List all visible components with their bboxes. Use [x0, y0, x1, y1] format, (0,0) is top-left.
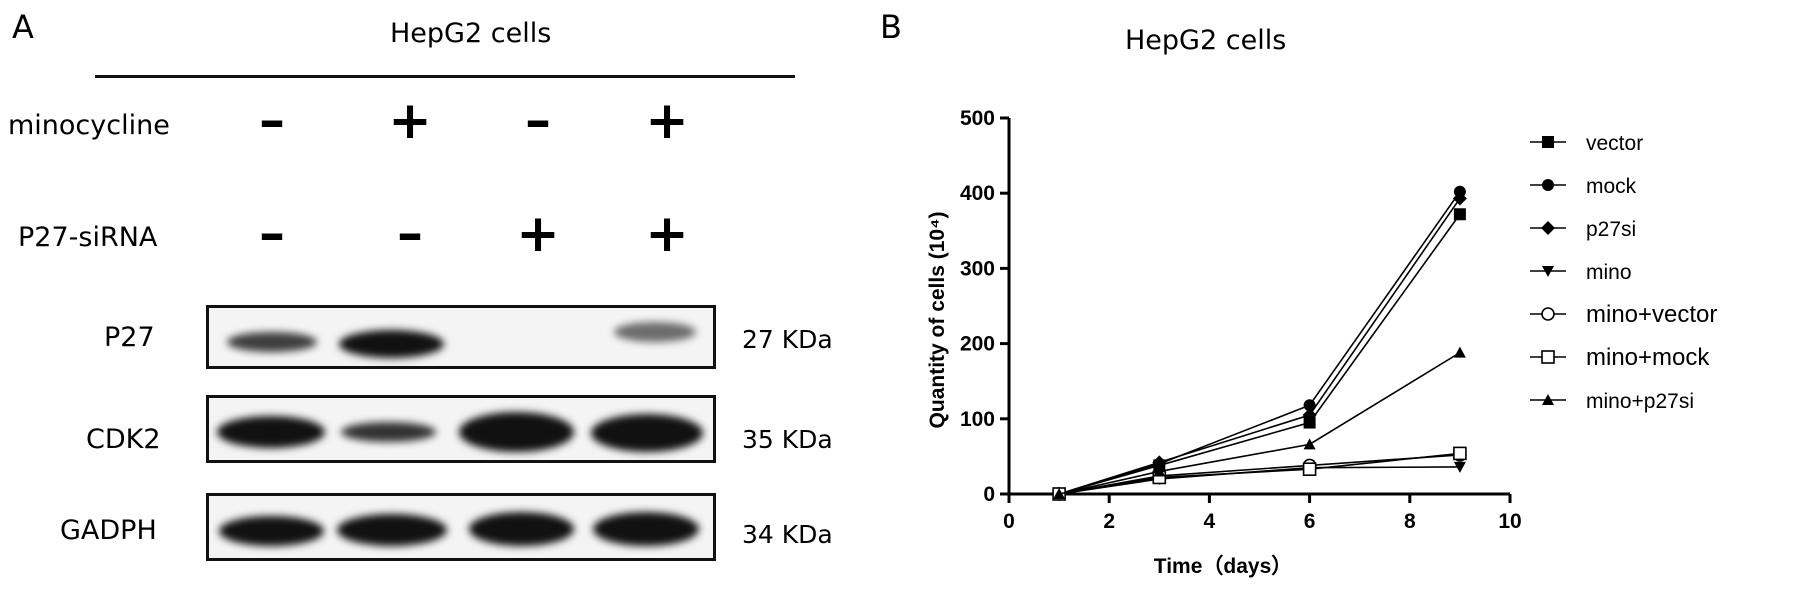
sign-minocycline-lane1: –: [259, 91, 285, 151]
western-blot-p27: [206, 305, 716, 369]
panel-b-letter: B: [880, 8, 902, 46]
sign-minocycline-lane2: +: [388, 91, 432, 151]
x-tick-label: 10: [1498, 510, 1521, 533]
x-tick-label: 2: [1103, 510, 1115, 533]
blot-label-gadph: GADPH: [60, 515, 157, 546]
y-tick-label: 300: [960, 257, 995, 280]
x-tick-label: 4: [1204, 510, 1216, 533]
x-axis-label: Time（days）: [1154, 554, 1293, 578]
series-line: [1058, 198, 1461, 495]
title-underline: [95, 75, 795, 78]
y-axis-label: Quantity of cells (10⁴): [926, 212, 949, 429]
sign-sirna-lane2: –: [397, 204, 423, 264]
band-p27-lane4: [614, 322, 696, 342]
data-point: [1153, 465, 1166, 477]
western-blot-cdk2: [206, 395, 716, 463]
legend-marker: [1542, 179, 1554, 191]
sign-sirna-lane1: –: [259, 204, 285, 264]
y-tick-label: 100: [960, 408, 995, 431]
band-p27-lane1: [227, 332, 317, 352]
legend-label: mino+p27si: [1586, 390, 1694, 413]
data-point: [1053, 488, 1066, 499]
legend-label: mino: [1586, 261, 1632, 284]
legend-marker: [1542, 136, 1554, 148]
data-point: [1303, 416, 1316, 429]
legend-marker: [1541, 350, 1555, 364]
panel-b-title: HepG2 cells: [1125, 25, 1287, 56]
chart-axes: 0 100 200 300 400 500 0 2 4 6 8 10: [960, 107, 1522, 533]
band-p27-lane2: [339, 330, 444, 358]
data-point: [1302, 462, 1317, 476]
sign-minocycline-lane3: –: [525, 91, 551, 151]
row-label-minocycline: minocycline: [8, 110, 170, 141]
sign-sirna-lane4: +: [645, 204, 689, 264]
legend-label: mock: [1586, 175, 1637, 198]
x-tick-label: 0: [1003, 510, 1015, 533]
sign-minocycline-lane4: +: [645, 91, 689, 151]
series-vector: [1053, 208, 1466, 500]
band-cdk2-lane2: [341, 422, 436, 442]
y-tick-label: 500: [960, 107, 995, 130]
panel-a-letter: A: [12, 8, 34, 46]
y-tick-label: 0: [983, 483, 995, 506]
series-mino-plus-mock: [1052, 446, 1467, 501]
band-cdk2-lane4: [591, 414, 703, 452]
data-point: [1452, 191, 1467, 206]
data-point: [1152, 455, 1167, 470]
x-tick-label: 8: [1404, 510, 1416, 533]
band-cdk2-lane3: [459, 412, 574, 452]
legend-label: p27si: [1586, 218, 1636, 241]
western-blot-gadph: [206, 493, 716, 561]
kda-label-cdk2: 35 KDa: [742, 425, 833, 454]
data-point: [1303, 438, 1316, 450]
legend-marker: [1541, 307, 1555, 321]
data-point: [1303, 399, 1316, 412]
data-point: [1453, 208, 1466, 221]
series-line: [1058, 452, 1460, 495]
data-point: [1453, 346, 1466, 358]
legend-label: vector: [1586, 132, 1643, 155]
legend-marker: [1542, 266, 1554, 277]
series-line: [1058, 213, 1461, 495]
series-line: [1058, 351, 1461, 495]
data-point: [1453, 461, 1466, 473]
series-mino-plus-p27si: [1053, 346, 1466, 499]
x-tick-label: 6: [1304, 510, 1316, 533]
kda-label-gadph: 34 KDa: [742, 520, 833, 549]
data-point: [1302, 408, 1317, 423]
series-mino-plus-vector: [1052, 448, 1467, 501]
legend-marker: [1542, 394, 1554, 405]
band-gadph-lane4: [593, 512, 699, 546]
panel-a-title: HepG2 cells: [390, 18, 552, 49]
band-gadph-lane1: [219, 516, 324, 546]
band-gadph-lane3: [469, 512, 574, 546]
series-p27si: [1052, 191, 1467, 501]
legend-label: mino+vector: [1586, 301, 1717, 328]
y-tick-label: 200: [960, 333, 995, 356]
legend-label: mino+mock: [1586, 344, 1710, 371]
legend-marker: [1541, 221, 1555, 235]
y-tick-label: 400: [960, 182, 995, 205]
band-cdk2-lane1: [217, 416, 325, 448]
row-label-p27-sirna: P27-siRNA: [18, 222, 158, 253]
blot-label-cdk2: CDK2: [86, 424, 161, 455]
blot-label-p27: P27: [104, 322, 155, 353]
chart-series: [1052, 185, 1467, 501]
sign-sirna-lane3: +: [516, 204, 560, 264]
data-point: [1453, 446, 1467, 461]
kda-label-p27: 27 KDa: [742, 325, 833, 354]
band-gadph-lane2: [337, 514, 447, 546]
chart-legend: vector mock p27si mino mino+vector mino+mock m…: [1530, 132, 1717, 413]
series-line: [1058, 191, 1461, 495]
